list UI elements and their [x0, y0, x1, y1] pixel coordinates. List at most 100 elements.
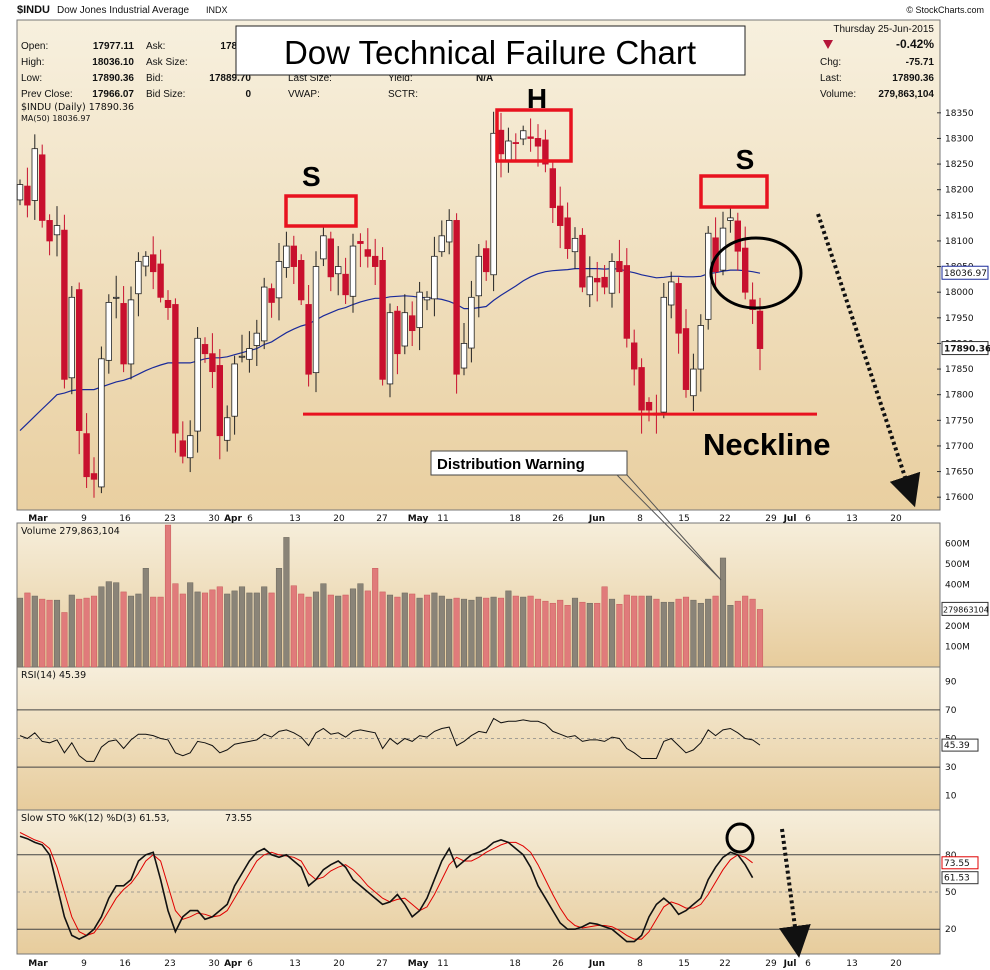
candle-body-21: [172, 304, 179, 434]
symbol: $INDU: [17, 4, 50, 16]
volume-bar-23: [187, 582, 194, 668]
volume-bar-76: [579, 601, 586, 668]
candle-body-80: [608, 261, 616, 294]
x-label-bottom-1: 9: [81, 959, 87, 969]
volume-bar-96: [727, 605, 734, 668]
candle-9: [83, 413, 90, 488]
candle-body-90: [682, 328, 690, 390]
volume-bar-14: [120, 591, 127, 668]
hdr-mid3-label-0: Yield:: [388, 73, 413, 84]
left-shoulder-box: [284, 194, 358, 228]
candle-body-13: [113, 296, 120, 299]
sto-circle: [725, 822, 755, 854]
candle-body-28: [223, 417, 231, 441]
volume-bar-73: [557, 599, 564, 668]
candle-body-6: [61, 229, 68, 380]
volume-bar-46: [357, 583, 364, 668]
candle-body-77: [586, 276, 593, 296]
volume-bar-40: [312, 591, 320, 668]
candle-28: [223, 405, 231, 452]
candle-body-55: [423, 296, 431, 301]
volume-bar-89: [675, 598, 682, 668]
volume-bar-30: [238, 586, 246, 668]
candle-body-0: [16, 184, 24, 201]
hdr-right-label-0: Chg:: [820, 57, 841, 68]
volume-bar-18: [150, 596, 157, 668]
candle-body-40: [312, 266, 320, 374]
candle-51: [394, 306, 401, 375]
candle-body-70: [534, 138, 542, 147]
candle-body-17: [142, 255, 149, 267]
volume-bar-33: [261, 586, 268, 668]
sto-panel: [16, 809, 941, 955]
rsi-last-text: 45.39: [944, 741, 970, 751]
volume-bar-24: [194, 591, 201, 668]
price-tick-11: 18150: [945, 211, 974, 221]
volume-bar-88: [668, 601, 675, 668]
candle-body-81: [616, 261, 623, 273]
volume-bar-71: [542, 600, 549, 668]
rsi-tick-4: 90: [945, 677, 957, 687]
x-label-bottom-4: 30: [208, 959, 220, 969]
x-label-top-0: Mar: [28, 514, 48, 524]
candle-body-85: [645, 401, 653, 411]
x-label-bottom-16: 15: [678, 959, 689, 969]
x-label-top-8: 20: [333, 514, 345, 524]
volume-bar-52: [401, 592, 408, 668]
volume-bar-48: [372, 568, 379, 668]
x-label-top-10: May: [408, 514, 429, 524]
hdr-mid2-label-1: VWAP:: [288, 89, 320, 100]
candle-92: [697, 314, 704, 392]
candle-44: [342, 257, 349, 304]
x-label-bottom-21: 13: [846, 959, 857, 969]
hdr-left-value-2: 17890.36: [92, 73, 134, 84]
volume-bar-69: [527, 595, 534, 668]
candle-1: [24, 167, 31, 218]
candle-5: [53, 206, 61, 257]
candle-63: [482, 240, 490, 281]
candle-40: [312, 251, 320, 393]
vol-tick-3: 400M: [945, 581, 970, 591]
candle-body-65: [497, 129, 505, 155]
candle-body-79: [601, 276, 608, 288]
sto-k-text: 61.53: [944, 874, 970, 884]
distribution-box: [430, 450, 628, 476]
volume-bar-63: [483, 597, 490, 668]
candle-body-36: [283, 245, 290, 268]
hdr-right-label-2: Volume:: [820, 89, 856, 100]
hdr-mid3-value-0: N/A: [476, 73, 493, 84]
candle-body-4: [46, 220, 53, 242]
candle-62: [475, 244, 482, 318]
x-label-top-20: 6: [805, 514, 811, 524]
candle-30: [238, 334, 246, 363]
volume-bar-61: [468, 599, 475, 668]
left-shoulder-label: S: [302, 161, 321, 192]
volume-bar-26: [209, 589, 216, 668]
candle-55: [423, 291, 431, 311]
x-label-top-12: 18: [509, 514, 521, 524]
candle-59: [453, 213, 460, 394]
candle-body-87: [660, 296, 667, 413]
vol-tick-4: 500M: [945, 560, 970, 570]
volume-bar-65: [497, 597, 505, 668]
hdr-left-label-2: Low:: [21, 73, 42, 84]
volume-bar-4: [46, 599, 53, 668]
price-tick-3: 17750: [945, 416, 974, 426]
sto-d-tag: [941, 856, 979, 870]
candle-33: [260, 277, 268, 350]
volume-bar-99: [749, 598, 756, 668]
candle-23: [186, 420, 194, 473]
chart-title: Dow Technical Failure Chart: [284, 34, 696, 71]
right-shoulder-label: S: [736, 144, 755, 175]
candle-body-84: [638, 367, 645, 411]
candle-84: [638, 358, 645, 434]
candle-body-52: [401, 312, 408, 347]
candle-body-48: [371, 255, 379, 267]
candle-48: [371, 238, 379, 286]
volume-bar-86: [653, 598, 660, 668]
candle-body-35: [275, 261, 283, 299]
rsi-legend: RSI(14) 45.39: [21, 670, 86, 681]
hdr-right-value-0: -75.71: [906, 57, 935, 68]
candle-body-50: [386, 312, 394, 385]
rsi-tick-0: 10: [945, 792, 957, 802]
